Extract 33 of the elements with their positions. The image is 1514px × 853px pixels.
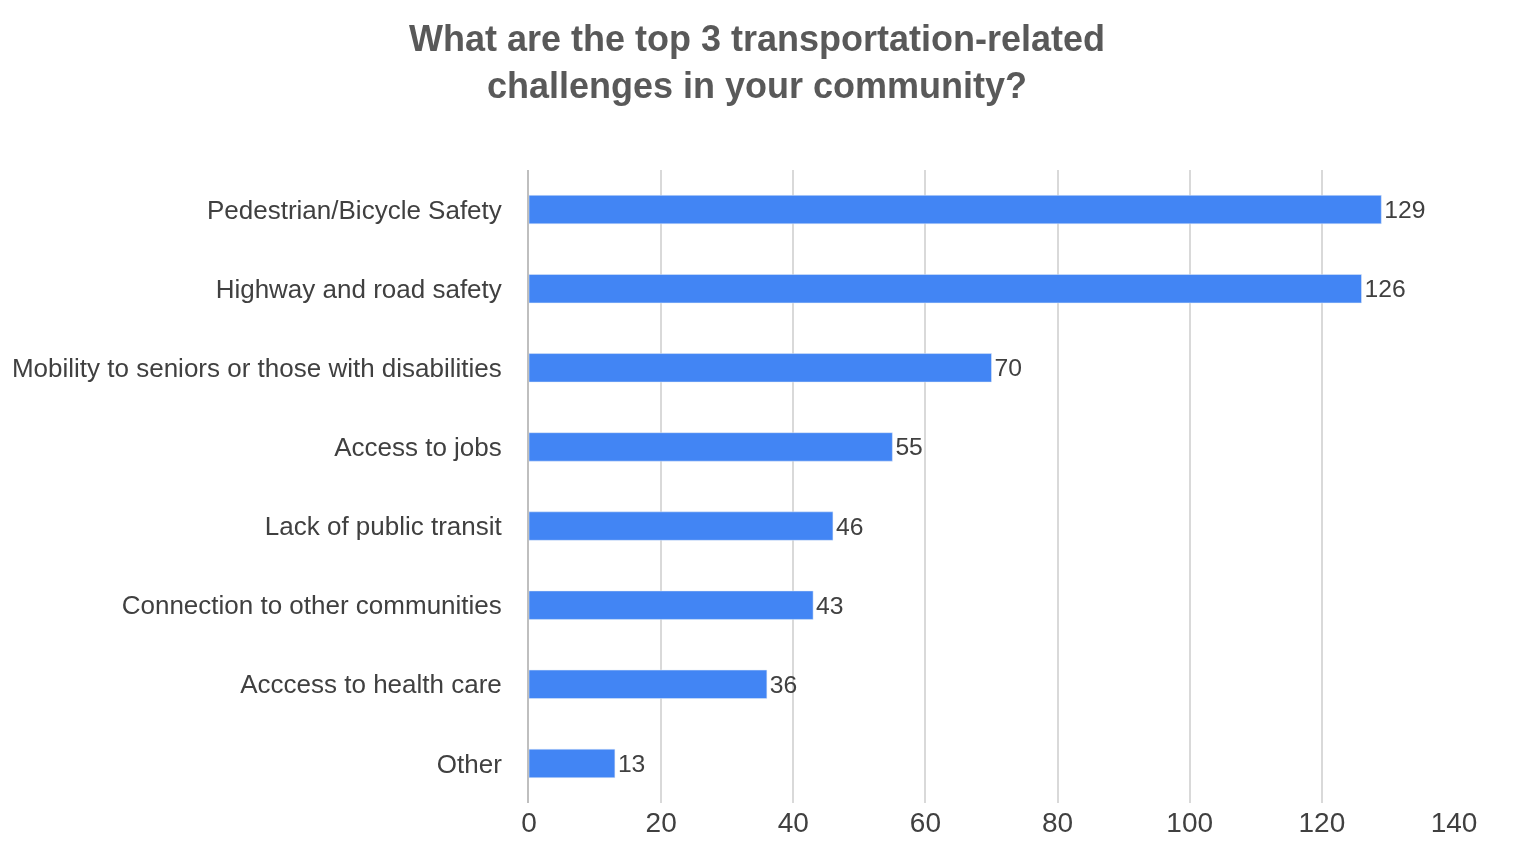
data-label: 55 <box>895 433 923 461</box>
bar <box>529 353 992 383</box>
bar <box>529 590 814 620</box>
data-label: 126 <box>1364 275 1406 303</box>
y-tick-label: Mobility to seniors or those with disabilities <box>11 352 502 383</box>
bar <box>529 669 768 699</box>
bar <box>529 274 1362 304</box>
y-tick-label: Other <box>436 748 503 779</box>
bar <box>529 748 616 778</box>
data-label: 13 <box>617 749 646 777</box>
x-tick-label: 40 <box>777 807 809 838</box>
x-tick-label: 0 <box>521 807 537 838</box>
y-tick-label: Lack of public transit <box>264 511 503 542</box>
x-tick-label: 60 <box>909 807 942 838</box>
y-tick-label: Pedestrian/Bicycle Safety <box>206 194 502 225</box>
y-tick-label: Highway and road safety <box>215 273 502 304</box>
x-tick-label: 120 <box>1298 807 1346 838</box>
x-tick-label: 100 <box>1166 807 1214 838</box>
x-tick-label: 20 <box>645 807 677 838</box>
y-tick-label: Acccess to health care <box>240 669 502 700</box>
data-label: 46 <box>835 512 864 540</box>
data-label: 36 <box>769 670 798 698</box>
y-tick-label: Connection to other communities <box>121 590 502 621</box>
x-tick-label: 140 <box>1430 807 1478 838</box>
y-tick-label: Access to jobs <box>334 432 502 463</box>
x-tick-label: 80 <box>1041 807 1074 838</box>
data-label: 70 <box>994 354 1022 382</box>
bar <box>529 432 893 462</box>
bar <box>529 195 1382 225</box>
bar <box>529 511 834 541</box>
data-label: 43 <box>816 591 844 619</box>
chart-title: What are the top 3 transportation-related challenges in your community? <box>408 18 1106 106</box>
data-label: 129 <box>1384 196 1426 224</box>
